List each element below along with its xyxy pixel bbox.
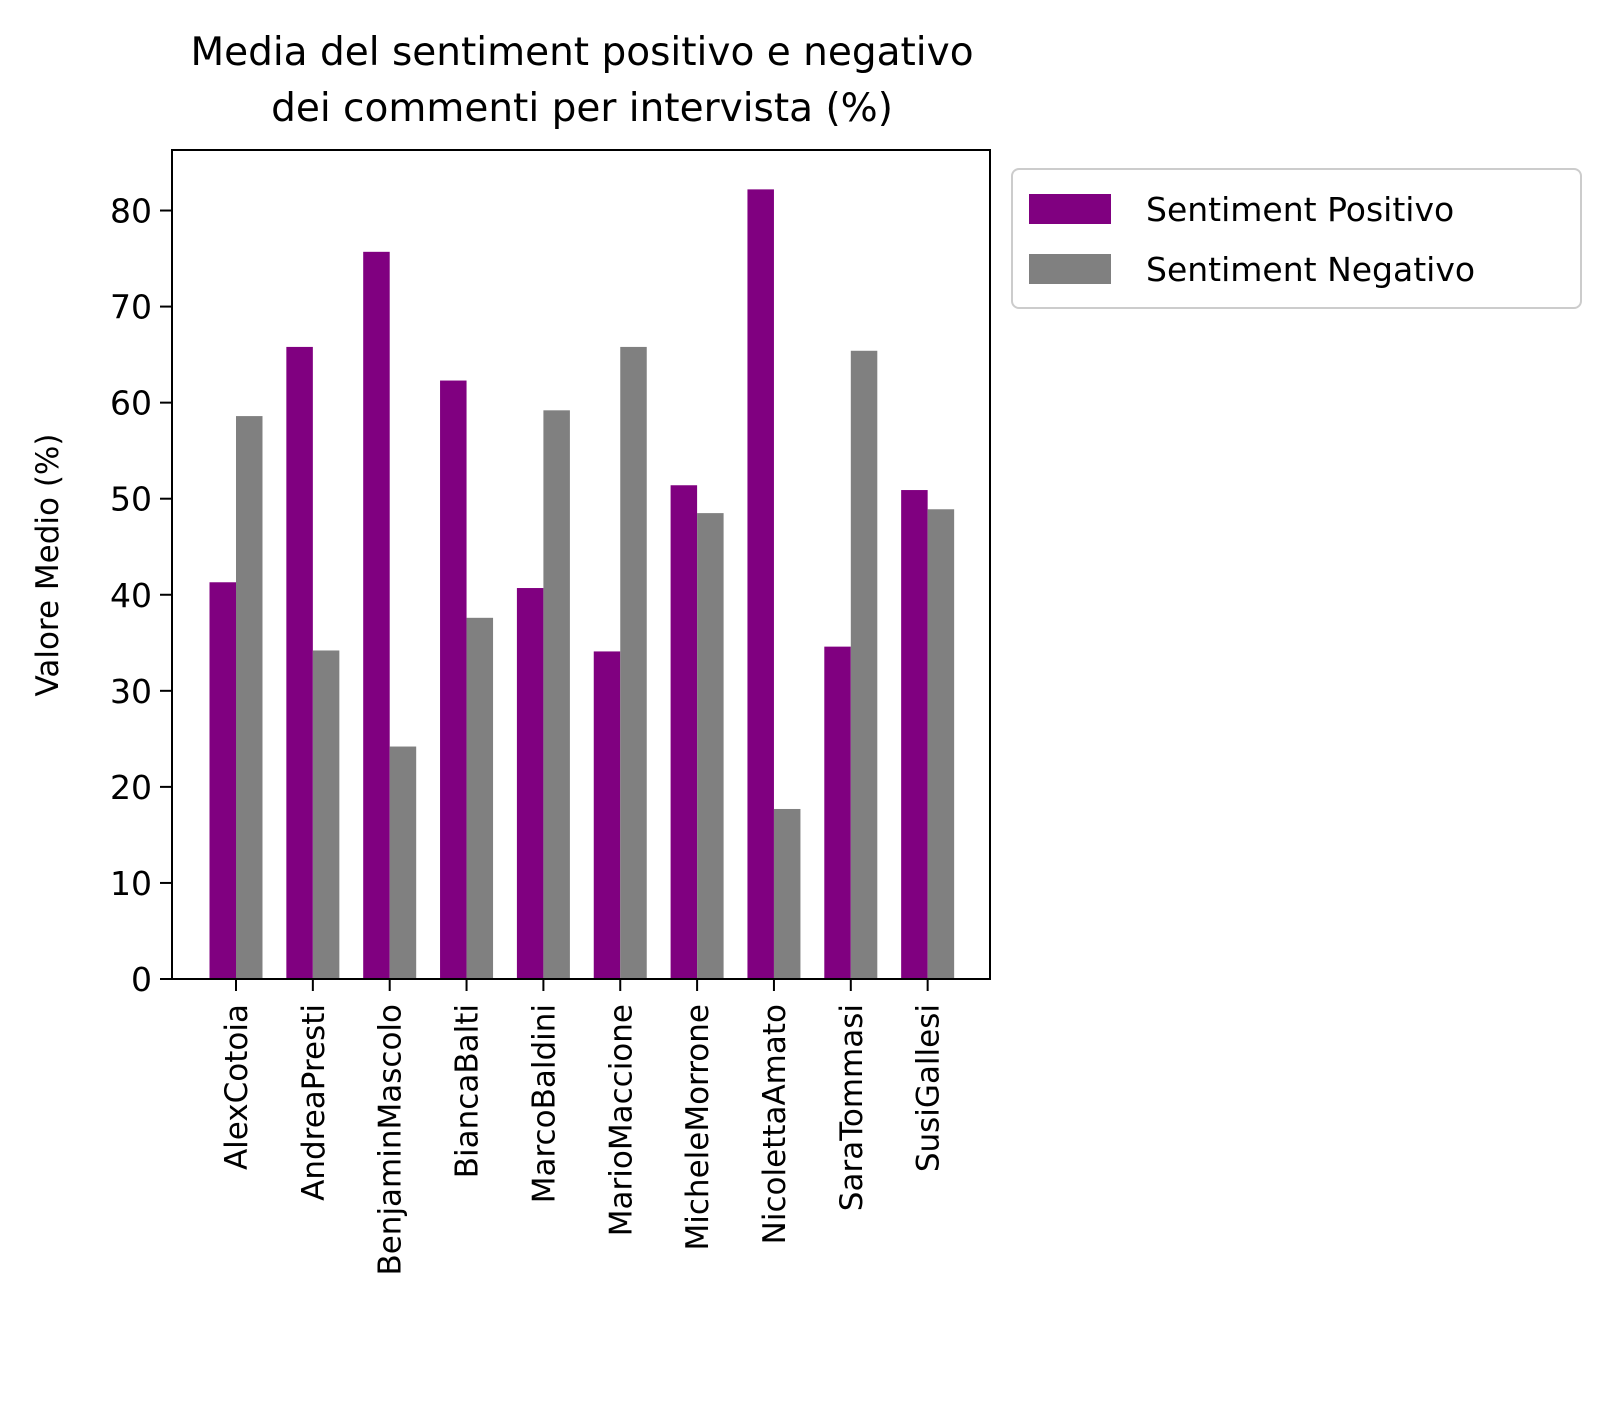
y-tick-label: 10 <box>110 864 152 903</box>
bar-negative-susigallesi <box>927 509 955 979</box>
bar-positive-marcobaldini <box>516 588 544 979</box>
legend-label-negative: Sentiment Negativo <box>1146 250 1475 289</box>
bar-negative-marcobaldini <box>543 410 570 979</box>
y-axis: 0 10 20 30 40 50 60 70 80 <box>110 192 172 999</box>
bar-positive-andreapresti <box>286 346 313 979</box>
bar-negative-mariomaccione <box>620 346 647 979</box>
y-tick-label: 70 <box>110 288 152 327</box>
y-tick-label: 0 <box>131 960 152 999</box>
plot-frame <box>171 149 991 980</box>
bar-positive-biancabalti <box>440 380 467 979</box>
bar-negative-michelemorrone <box>697 513 724 979</box>
bar-negative-nicolettaamato <box>773 808 801 979</box>
bar-negative-andreapresti <box>312 650 340 979</box>
bars-layer <box>209 189 955 980</box>
legend: Sentiment Positivo Sentiment Negativo <box>1011 168 1582 309</box>
bar-positive-mariomaccione <box>593 651 621 979</box>
bar-negative-biancabalti <box>466 617 494 979</box>
legend-swatch-negative <box>1029 254 1111 284</box>
chart-title-line-1: Media del sentiment positivo e negativo <box>190 30 973 75</box>
y-axis-title: Valore Medio (%) <box>30 434 66 697</box>
x-tick-label-andreapresti: AndreaPresti <box>296 1004 332 1201</box>
bar-positive-michelemorrone <box>670 485 698 979</box>
x-tick-label-saratommasi: SaraTommasi <box>834 1004 870 1211</box>
legend-box <box>1011 168 1582 309</box>
bar-positive-nicolettaamato <box>747 189 774 979</box>
legend-swatch-positive <box>1029 194 1111 224</box>
y-tick-label: 80 <box>110 192 152 231</box>
x-tick-label-michelemorrone: MicheleMorrone <box>680 1004 716 1250</box>
x-tick-label-nicolettaamato: NicolettaAmato <box>757 1004 793 1244</box>
bar-positive-saratommasi <box>824 646 851 979</box>
x-tick-label-biancabalti: BiancaBalti <box>450 1004 486 1178</box>
x-axis: AlexCotoia AndreaPresti BenjaminMascolo Bia… <box>219 979 947 1276</box>
y-tick-label: 40 <box>110 576 152 615</box>
bar-negative-saratommasi <box>850 350 878 979</box>
x-tick-label-susigallesi: SusiGallesi <box>911 1004 947 1172</box>
x-tick-label-marcobaldini: MarcoBaldini <box>526 1004 562 1203</box>
bar-positive-benjaminmascolo <box>363 251 390 979</box>
y-tick-label: 20 <box>110 768 152 807</box>
x-tick-label-benjaminmascolo: BenjaminMascolo <box>373 1004 409 1276</box>
legend-label-positive: Sentiment Positivo <box>1146 190 1454 229</box>
y-tick-label: 60 <box>110 384 152 423</box>
bar-positive-susigallesi <box>901 490 928 979</box>
bar-negative-alexcotoia <box>236 416 263 980</box>
y-tick-label: 30 <box>110 672 152 711</box>
x-tick-label-alexcotoia: AlexCotoia <box>219 1004 255 1170</box>
x-tick-label-mariomaccione: MarioMaccione <box>603 1004 639 1236</box>
chart-title-line-2: dei commenti per intervista (%) <box>271 86 893 131</box>
y-tick-label: 50 <box>110 480 152 519</box>
bar-positive-alexcotoia <box>209 582 236 979</box>
bar-negative-benjaminmascolo <box>389 746 417 979</box>
